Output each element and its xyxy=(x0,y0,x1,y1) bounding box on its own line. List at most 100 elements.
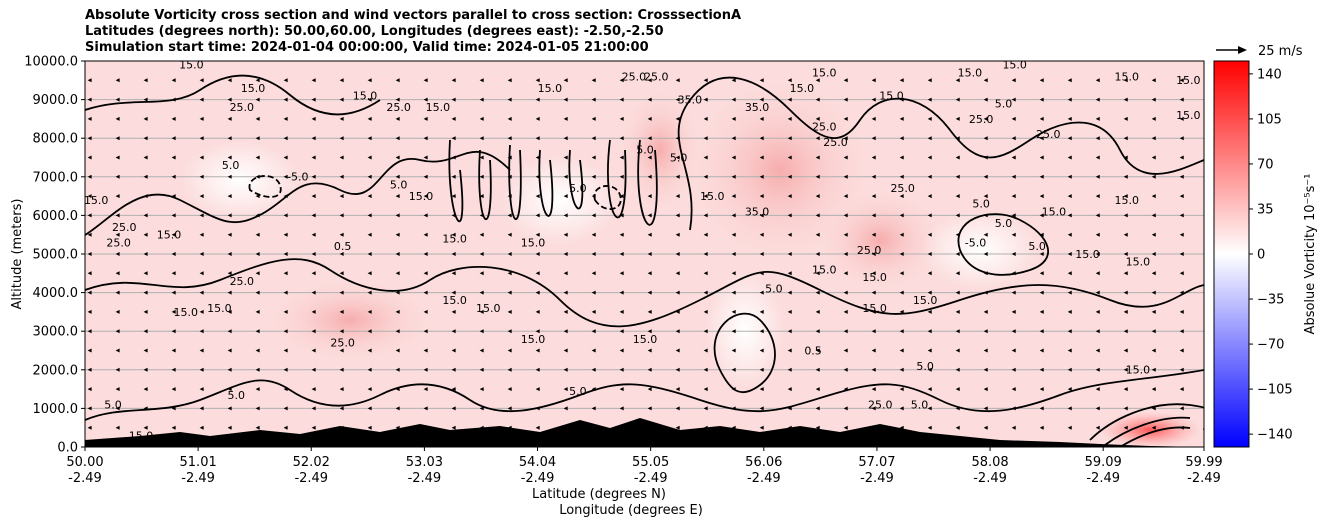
contour-label: 15.0 xyxy=(1002,59,1027,72)
wind-vector xyxy=(507,271,512,276)
wind-vector xyxy=(283,271,288,276)
wind-vector xyxy=(955,348,960,353)
wind-vector xyxy=(451,232,456,237)
colorbar-tick-label: −70 xyxy=(1257,338,1284,353)
wind-vector xyxy=(899,155,904,160)
wind-vector xyxy=(255,387,260,392)
contour-label: 5.0 xyxy=(104,398,122,411)
wind-vector xyxy=(535,232,540,237)
wind-vector xyxy=(815,194,820,199)
wind-vector xyxy=(1179,78,1184,83)
wind-vector xyxy=(731,174,736,179)
wind-vector xyxy=(1067,136,1072,141)
wind-vector xyxy=(1123,387,1128,392)
x-tick-lat-label: 51.01 xyxy=(180,455,217,470)
x-tick-lat-label: 59.09 xyxy=(1085,455,1122,470)
contour-label: 35.0 xyxy=(745,205,770,218)
wind-vector xyxy=(927,213,932,218)
wind-vector xyxy=(199,271,204,276)
wind-vector xyxy=(255,78,260,83)
wind-vector xyxy=(1095,78,1100,83)
wind-vector xyxy=(227,194,232,199)
wind-vector xyxy=(311,387,316,392)
wind-vector xyxy=(479,387,484,392)
wind-vector xyxy=(115,97,120,102)
wind-vector xyxy=(647,136,652,141)
wind-vector xyxy=(647,194,652,199)
colorbar-tick-label: −35 xyxy=(1257,293,1284,308)
contour-label: -5.0 xyxy=(965,236,986,249)
wind-vector xyxy=(535,213,540,218)
wind-vector xyxy=(143,116,148,121)
wind-vector xyxy=(1151,425,1156,430)
wind-vector xyxy=(479,78,484,83)
wind-vector xyxy=(1123,348,1128,353)
wind-vector xyxy=(1123,194,1128,199)
wind-vector xyxy=(1095,116,1100,121)
wind-vector xyxy=(451,78,456,83)
x-tick-lon-label: -2.49 xyxy=(1187,471,1221,486)
wind-vector xyxy=(171,329,176,334)
wind-vector xyxy=(1151,155,1156,160)
wind-vector xyxy=(423,78,428,83)
wind-vector xyxy=(395,213,400,218)
wind-vector xyxy=(675,194,680,199)
wind-vector xyxy=(703,232,708,237)
wind-vector xyxy=(535,194,540,199)
wind-vector xyxy=(115,367,120,372)
wind-vector xyxy=(451,174,456,179)
wind-vector xyxy=(843,309,848,314)
wind-vector xyxy=(1151,387,1156,392)
wind-vector xyxy=(1067,271,1072,276)
wind-vector xyxy=(199,194,204,199)
wind-vector xyxy=(1151,116,1156,121)
y-tick-label: 9000.0 xyxy=(33,93,79,108)
y-tick-label: 2000.0 xyxy=(33,363,79,378)
wind-vector xyxy=(479,271,484,276)
wind-vector xyxy=(283,290,288,295)
wind-vector xyxy=(731,155,736,160)
wind-vector xyxy=(759,367,764,372)
wind-vector xyxy=(983,97,988,102)
wind-vector xyxy=(339,232,344,237)
wind-vector xyxy=(451,425,456,430)
wind-vector xyxy=(1179,213,1184,218)
contour-label: 15.0 xyxy=(241,82,266,95)
wind-vector xyxy=(1067,309,1072,314)
wind-vector xyxy=(507,406,512,411)
wind-vector xyxy=(955,213,960,218)
wind-vector xyxy=(311,232,316,237)
wind-vector xyxy=(535,309,540,314)
wind-vector xyxy=(1095,136,1100,141)
wind-vector xyxy=(171,367,176,372)
wind-vector xyxy=(871,348,876,353)
wind-vector xyxy=(87,425,92,430)
wind-vector xyxy=(871,78,876,83)
wind-vector xyxy=(535,97,540,102)
wind-vector xyxy=(899,367,904,372)
wind-vector xyxy=(1039,252,1044,256)
wind-vector xyxy=(703,97,708,102)
wind-vector xyxy=(199,406,204,411)
wind-vector xyxy=(115,213,120,218)
wind-vector xyxy=(1123,290,1128,295)
vorticity-contours xyxy=(85,74,1204,447)
wind-vector xyxy=(647,309,652,314)
wind-vector xyxy=(227,232,232,237)
wind-vector xyxy=(367,116,372,121)
wind-vector xyxy=(675,116,680,121)
wind-vector xyxy=(395,348,400,353)
wind-vector xyxy=(171,136,176,141)
wind-vector xyxy=(955,194,960,199)
wind-vector xyxy=(815,367,820,372)
wind-vector xyxy=(227,367,232,372)
wind-vector xyxy=(731,136,736,141)
wind-vector xyxy=(311,367,316,372)
wind-vector xyxy=(591,290,596,295)
wind-vector xyxy=(787,348,792,353)
x-tick-lon-label: -2.49 xyxy=(68,471,102,486)
colorbar-tick-label: 0 xyxy=(1257,248,1265,263)
wind-vector xyxy=(619,174,624,179)
colorbar-tick-label: −140 xyxy=(1257,428,1293,443)
chart-title-line-3: Simulation start time: 2024-01-04 00:00:… xyxy=(85,40,649,55)
